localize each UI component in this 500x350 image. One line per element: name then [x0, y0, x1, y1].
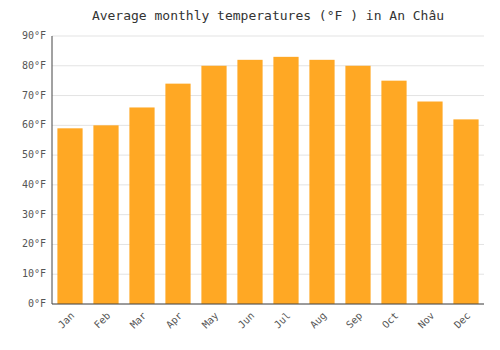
y-tick-label: 60°F	[22, 119, 46, 130]
y-tick-label: 70°F	[22, 90, 46, 101]
x-tick-label: Jul	[272, 310, 293, 331]
page: {"chart_data": {"type": "bar", "title": …	[0, 0, 500, 350]
bar	[453, 119, 478, 304]
x-tick-label: Jan	[56, 310, 77, 331]
x-tick-label: Apr	[164, 310, 185, 331]
grid-line	[52, 36, 484, 37]
grid	[52, 36, 484, 304]
chart-svg: 0°F 10°F 20°F 30°F 40°F 50°F 60°F 70°F 80°F 90°F J…	[0, 0, 500, 350]
x-tick-label: Feb	[92, 310, 113, 331]
bar	[417, 102, 442, 304]
bar	[57, 128, 82, 304]
bar	[273, 57, 298, 304]
bars	[57, 57, 478, 304]
x-tick-label: Jun	[236, 310, 257, 331]
y-tick-label: 30°F	[22, 209, 46, 220]
y-tick-label: 90°F	[22, 30, 46, 41]
x-axis-line	[52, 304, 484, 305]
y-axis: 0°F 10°F 20°F 30°F 40°F 50°F 60°F 70°F 80°F 90°F	[22, 30, 46, 309]
bar	[345, 66, 370, 304]
x-tick-label: Mar	[128, 310, 149, 331]
chart-container: 0°F 10°F 20°F 30°F 40°F 50°F 60°F 70°F 80°F 90°F J…	[0, 0, 500, 350]
x-tick-label: Dec	[452, 310, 473, 331]
y-tick-label: 50°F	[22, 149, 46, 160]
bar	[201, 66, 226, 304]
title: Average monthly temperatures (°F ) in An…	[92, 8, 444, 23]
x-tick-label: Aug	[308, 310, 329, 331]
bar	[237, 60, 262, 304]
y-tick-label: 10°F	[22, 268, 46, 279]
grid-line	[52, 65, 484, 66]
y-axis-line	[52, 36, 53, 304]
y-tick-label: 40°F	[22, 179, 46, 190]
x-tick-label: Sep	[344, 310, 365, 331]
x-tick-label: Oct	[380, 310, 401, 331]
bar	[309, 60, 334, 304]
bar	[129, 107, 154, 304]
grid-line	[52, 304, 484, 305]
bar	[93, 125, 118, 304]
y-tick-label: 80°F	[22, 60, 46, 71]
axes	[52, 36, 484, 304]
x-tick-label: May	[200, 310, 221, 331]
x-tick-label: Nov	[416, 310, 437, 331]
x-axis: Jan Feb Mar Apr May Jun Jul Aug Sep Oct Nov Dec	[56, 310, 473, 331]
y-tick-label: 20°F	[22, 238, 46, 249]
grid-line	[52, 95, 484, 96]
bar	[381, 81, 406, 304]
y-tick-label: 0°F	[28, 298, 46, 309]
bar	[165, 84, 190, 304]
